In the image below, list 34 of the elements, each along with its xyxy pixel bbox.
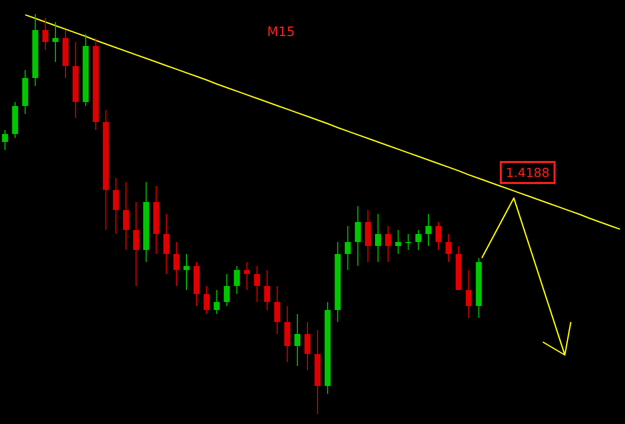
candlestick (375, 214, 382, 262)
candlestick (2, 130, 8, 150)
candlestick (123, 182, 130, 250)
candlestick (446, 234, 452, 262)
candlestick (364, 210, 371, 262)
candlestick (173, 242, 180, 286)
candlestick (163, 214, 170, 274)
candlestick (254, 266, 260, 302)
candlestick (264, 270, 270, 310)
candlestick (204, 286, 210, 314)
candlestick (244, 262, 250, 290)
candlestick (52, 22, 58, 62)
candlestick (224, 274, 230, 306)
candlestick (234, 266, 240, 294)
candlestick (304, 322, 310, 370)
annotation: 1.4188 (506, 165, 550, 180)
text: M15 (267, 25, 295, 40)
candlestick (395, 230, 402, 254)
candlestick (294, 314, 300, 366)
candlestick (415, 230, 422, 250)
candlestick (436, 222, 442, 250)
candlestick (466, 270, 472, 318)
candlestick (284, 306, 290, 362)
candlestick (112, 178, 119, 234)
candlestick (385, 226, 392, 262)
candlestick (214, 290, 220, 314)
candlestick (405, 234, 412, 250)
candlestick (344, 226, 351, 270)
candlestick (183, 254, 190, 290)
candlestick (42, 18, 48, 50)
candlestick (274, 286, 280, 334)
candlestick (354, 206, 361, 266)
candlestick (133, 202, 140, 286)
candlestick (425, 214, 432, 246)
